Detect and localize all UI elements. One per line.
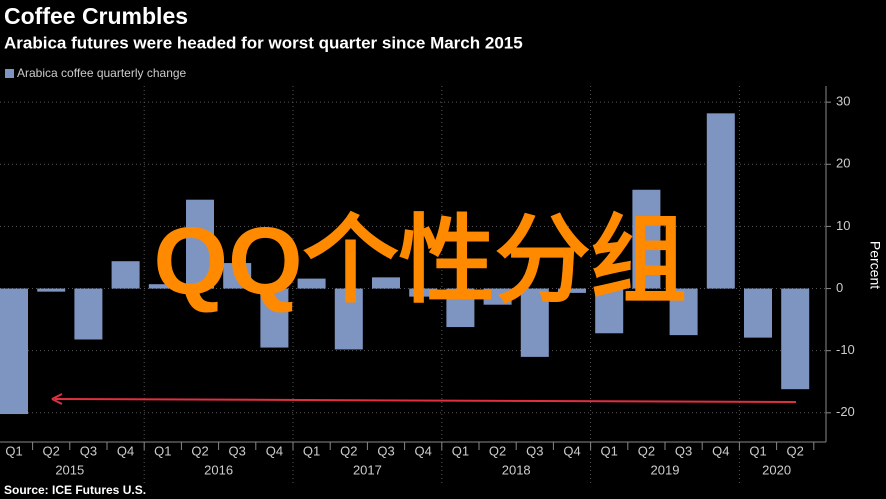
y-axis-title: Percent [867,241,883,289]
x-tick-label: Q3 [526,443,543,458]
x-year-label: 2017 [353,462,382,477]
x-tick-label: Q1 [452,443,469,458]
x-tick-label: Q2 [191,443,208,458]
bar [111,261,140,289]
bar [409,288,438,297]
x-tick-label: Q3 [377,443,394,458]
x-year-label: 2020 [762,462,791,477]
legend-swatch [5,69,14,78]
x-year-label: 2019 [651,462,680,477]
x-tick-label: Q2 [489,443,506,458]
arrow-head [51,393,63,405]
y-tick-label: -10 [836,342,855,357]
x-tick-label: Q2 [43,443,60,458]
bar [260,288,289,348]
bar [781,288,810,390]
watermark: QQ个性分组 [153,207,686,314]
x-tick-label: Q3 [675,443,692,458]
x-tick-label: Q1 [601,443,618,458]
y-tick-label: 0 [836,280,843,295]
bar [37,288,66,292]
bar [74,288,103,340]
chart-subtitle: Arabica futures were headed for worst qu… [4,33,523,52]
x-tick-label: Q2 [638,443,655,458]
bar [558,288,586,293]
bar [669,288,698,336]
bar [520,288,549,357]
x-tick-label: Q1 [303,443,320,458]
x-tick-label: Q4 [415,443,432,458]
bar [186,199,214,289]
bar [483,288,512,305]
bar [0,288,28,415]
bar [632,189,661,289]
chart-title: Coffee Crumbles [4,3,188,29]
x-year-label: 2015 [55,462,84,477]
x-year-label: 2018 [502,462,531,477]
x-tick-label: Q2 [787,443,804,458]
x-tick-label: Q4 [712,443,729,458]
x-tick-label: Q3 [229,443,246,458]
y-tick-label: -20 [836,404,855,419]
legend-label: Arabica coffee quarterly change [17,66,187,80]
bar [595,288,624,334]
x-tick-label: Q1 [154,443,171,458]
y-tick-label: 20 [836,156,850,171]
y-tick-label: 30 [836,94,850,109]
x-tick-label: Q1 [5,443,22,458]
bar [446,288,475,328]
bar [744,288,772,338]
x-tick-label: Q2 [340,443,357,458]
bar [706,113,735,289]
bar [148,284,177,289]
bar [334,288,363,350]
arrow-line [54,398,797,403]
x-tick-label: Q1 [749,443,766,458]
bar [297,278,326,289]
x-tick-label: Q4 [563,443,580,458]
bar [372,277,400,289]
x-year-label: 2016 [204,462,233,477]
bars [0,113,810,415]
source: Source: ICE Futures U.S. [4,483,146,497]
y-tick-label: 10 [836,218,850,233]
bar [223,263,252,289]
x-tick-label: Q3 [80,443,97,458]
x-tick-label: Q4 [117,443,134,458]
x-tick-label: Q4 [266,443,283,458]
